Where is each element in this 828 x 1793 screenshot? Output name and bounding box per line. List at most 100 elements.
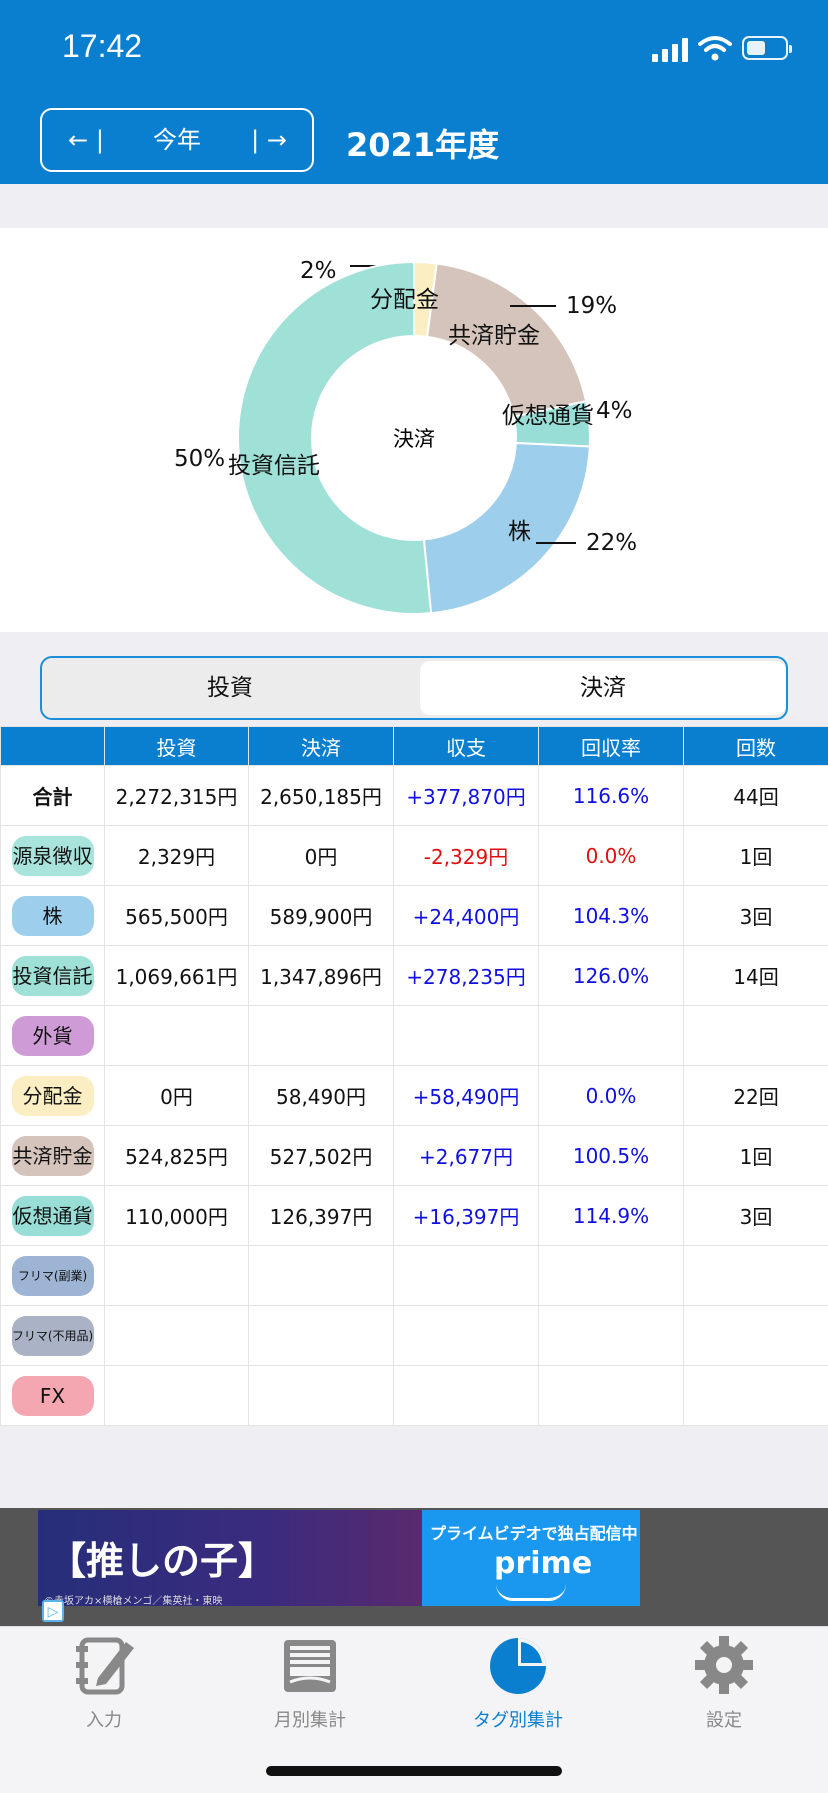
row-balance [394, 1306, 539, 1366]
donut-center-label: 決済 [393, 427, 435, 451]
row-invest: 110,000円 [105, 1186, 249, 1246]
header-tag [1, 727, 105, 766]
edit-icon [72, 1634, 136, 1696]
row-rate [539, 1246, 684, 1306]
table-header-row: 投資 決済 収支 回収率 回数 [1, 727, 828, 766]
slice-percent-label: 2% [300, 258, 337, 284]
summary-table: 投資 決済 収支 回収率 回数 合計 2,272,315円 2,650,185円… [0, 726, 828, 1426]
header-count: 回数 [684, 727, 828, 766]
row-invest: 524,825円 [105, 1126, 249, 1186]
row-count: 14回 [684, 946, 828, 1006]
total-count: 44回 [684, 766, 828, 826]
segment-settle[interactable]: 決済 [420, 661, 786, 715]
year-navigator: ← | 今年 | → [40, 108, 314, 172]
row-invest [105, 1366, 249, 1426]
tab-monthly-label: 月別集計 [230, 1706, 390, 1732]
row-count: 1回 [684, 826, 828, 886]
row-rate: 100.5% [539, 1126, 684, 1186]
wifi-icon [698, 34, 732, 62]
row-invest: 2,329円 [105, 826, 249, 886]
row-balance [394, 1246, 539, 1306]
tab-settings-label: 設定 [644, 1706, 804, 1732]
tag-badge: 分配金 [12, 1076, 94, 1116]
row-rate [539, 1366, 684, 1426]
row-settle: 527,502円 [249, 1126, 394, 1186]
tab-tag-summary[interactable]: タグ別集計 [438, 1634, 598, 1732]
row-rate [539, 1306, 684, 1366]
next-year-button[interactable]: | → [224, 110, 314, 170]
ad-smile-logo [496, 1584, 566, 1601]
row-invest [105, 1006, 249, 1066]
table-row[interactable]: FX [1, 1366, 828, 1426]
row-rate: 0.0% [539, 826, 684, 886]
tag-badge: 仮想通貨 [12, 1196, 94, 1236]
calendar-icon [278, 1634, 342, 1696]
ad-tagline: プライムビデオで独占配信中 [430, 1520, 638, 1544]
tab-input[interactable]: 入力 [24, 1634, 184, 1732]
row-invest [105, 1246, 249, 1306]
tag-badge: FX [12, 1376, 94, 1416]
slice-label: 株 [508, 512, 531, 546]
previous-year-button[interactable]: ← | [42, 110, 130, 170]
segment-invest[interactable]: 投資 [42, 658, 418, 718]
total-row: 合計 2,272,315円 2,650,185円 +377,870円 116.6… [1, 766, 828, 826]
tag-badge: 株 [12, 896, 94, 936]
tab-settings[interactable]: 設定 [644, 1634, 804, 1732]
row-count: 1回 [684, 1126, 828, 1186]
page-title: 2021年度 [346, 120, 499, 166]
row-tag-cell: FX [1, 1366, 105, 1426]
ad-title: 【推しの子】 [48, 1530, 276, 1585]
row-invest: 1,069,661円 [105, 946, 249, 1006]
table-row[interactable]: フリマ(不用品) [1, 1306, 828, 1366]
donut-slice[interactable] [424, 443, 590, 613]
slice-percent-label: 4% [596, 398, 633, 424]
row-count [684, 1306, 828, 1366]
tag-badge: 外貨 [12, 1016, 94, 1056]
ad-choices-icon[interactable]: ▷ [42, 1600, 64, 1622]
slice-label: 仮想通貨 [502, 396, 594, 430]
tab-tag-label: タグ別集計 [438, 1706, 598, 1732]
row-rate: 0.0% [539, 1066, 684, 1126]
home-indicator [266, 1766, 562, 1776]
tag-badge: フリマ(不用品) [12, 1316, 94, 1356]
header-balance: 収支 [394, 727, 539, 766]
row-tag-cell: 投資信託 [1, 946, 105, 1006]
header-settle: 決済 [249, 727, 394, 766]
row-count [684, 1006, 828, 1066]
total-invest: 2,272,315円 [105, 766, 249, 826]
row-invest: 0円 [105, 1066, 249, 1126]
this-year-button[interactable]: 今年 [130, 110, 224, 170]
row-tag-cell: 外貨 [1, 1006, 105, 1066]
row-tag-cell: 分配金 [1, 1066, 105, 1126]
row-settle [249, 1366, 394, 1426]
tag-badge: 源泉徴収 [12, 836, 94, 876]
gear-icon [692, 1634, 756, 1696]
row-invest [105, 1306, 249, 1366]
row-rate: 114.9% [539, 1186, 684, 1246]
row-tag-cell: 仮想通貨 [1, 1186, 105, 1246]
row-tag-cell: 株 [1, 886, 105, 946]
row-count [684, 1366, 828, 1426]
row-rate: 126.0% [539, 946, 684, 1006]
row-settle: 0円 [249, 826, 394, 886]
tab-monthly[interactable]: 月別集計 [230, 1634, 390, 1732]
row-settle [249, 1246, 394, 1306]
row-count: 22回 [684, 1066, 828, 1126]
row-count: 3回 [684, 1186, 828, 1246]
row-balance: +16,397円 [394, 1186, 539, 1246]
row-rate: 104.3% [539, 886, 684, 946]
row-balance: -2,329円 [394, 826, 539, 886]
row-tag-cell: フリマ(不用品) [1, 1306, 105, 1366]
row-balance: +278,235円 [394, 946, 539, 1006]
row-tag-cell: フリマ(副業) [1, 1246, 105, 1306]
battery-icon [742, 36, 788, 60]
slice-percent-label: 22% [586, 530, 637, 556]
table-row[interactable]: フリマ(副業) [1, 1246, 828, 1306]
table-row[interactable]: 外貨 [1, 1006, 828, 1066]
